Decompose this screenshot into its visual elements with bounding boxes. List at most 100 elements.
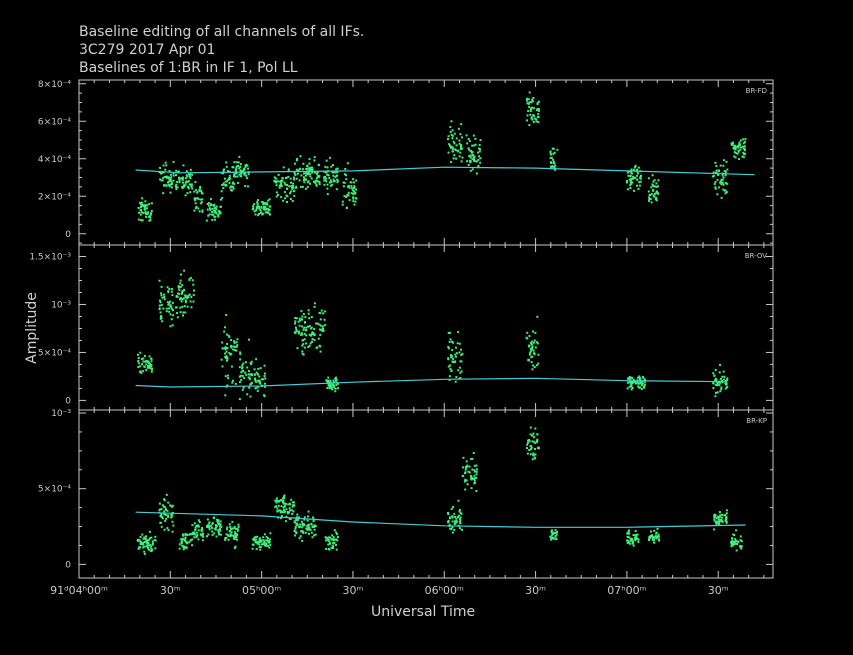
data-point <box>722 188 725 191</box>
data-point <box>313 339 316 342</box>
data-point <box>303 326 306 329</box>
data-point <box>249 362 252 365</box>
data-point <box>451 515 454 518</box>
data-point <box>451 526 454 529</box>
data-point <box>199 190 202 193</box>
data-point <box>164 161 167 164</box>
data-point <box>332 379 335 382</box>
data-point <box>196 190 199 193</box>
data-point <box>733 543 736 546</box>
data-point <box>319 318 322 321</box>
data-point <box>170 186 173 189</box>
data-point <box>455 149 458 152</box>
data-point <box>333 538 336 541</box>
data-point <box>342 185 345 188</box>
data-point <box>731 540 734 543</box>
data-point <box>629 538 632 541</box>
data-point <box>254 535 257 538</box>
data-point <box>626 535 629 538</box>
data-point <box>468 471 471 474</box>
data-point <box>329 179 332 182</box>
data-point <box>258 207 261 210</box>
data-point <box>145 542 148 545</box>
data-point <box>478 155 481 158</box>
data-point <box>309 173 312 176</box>
data-point <box>302 531 305 534</box>
data-point <box>247 173 250 176</box>
data-point <box>537 446 540 449</box>
data-point <box>537 113 540 116</box>
data-point <box>549 535 552 538</box>
data-point <box>554 168 557 171</box>
data-point <box>225 161 228 164</box>
data-point <box>186 175 189 178</box>
data-point <box>322 325 325 328</box>
data-point <box>165 310 168 313</box>
data-point <box>283 181 286 184</box>
x-tick-label: 30ᵐ <box>708 584 729 597</box>
data-point <box>344 174 347 177</box>
data-point <box>167 515 170 518</box>
panel-frame <box>78 409 774 579</box>
data-point <box>225 355 228 358</box>
data-point <box>720 388 723 391</box>
data-point <box>190 296 193 299</box>
data-point <box>218 533 221 536</box>
data-point <box>259 367 262 370</box>
data-point <box>534 442 537 445</box>
data-point <box>302 328 305 331</box>
data-point <box>230 339 233 342</box>
data-point <box>530 343 533 346</box>
data-point <box>719 390 722 393</box>
data-point <box>144 205 147 208</box>
data-point <box>537 353 540 356</box>
data-point <box>200 189 203 192</box>
data-point <box>264 203 267 206</box>
data-point <box>258 543 261 546</box>
data-point <box>211 530 214 533</box>
data-point <box>316 180 319 183</box>
data-point <box>305 167 308 170</box>
data-point <box>328 540 331 543</box>
data-point <box>141 197 144 200</box>
data-point <box>184 177 187 180</box>
data-point <box>233 527 236 530</box>
data-point <box>174 185 177 188</box>
data-point <box>533 436 536 439</box>
data-point <box>450 370 453 373</box>
data-point <box>335 188 338 191</box>
data-point <box>724 174 727 177</box>
data-point <box>551 165 554 168</box>
data-point <box>530 347 533 350</box>
data-point <box>234 536 237 539</box>
data-point <box>166 181 169 184</box>
data-point <box>636 533 639 536</box>
data-point <box>554 529 557 532</box>
data-point <box>302 523 305 526</box>
data-point <box>720 183 723 186</box>
y-tick-label: 1.5×10⁻³ <box>29 253 71 263</box>
data-point <box>216 520 219 523</box>
data-point <box>293 529 296 532</box>
data-point <box>222 168 225 171</box>
data-point <box>236 529 239 532</box>
data-point <box>163 175 166 178</box>
y-axis-label: Amplitude <box>24 292 40 364</box>
data-point <box>531 100 534 103</box>
data-point <box>534 346 537 349</box>
data-point <box>451 360 454 363</box>
data-point <box>150 209 153 212</box>
data-point <box>179 306 182 309</box>
data-point <box>194 181 197 184</box>
data-point <box>466 483 469 486</box>
data-point <box>266 539 269 542</box>
data-point <box>301 168 304 171</box>
data-point <box>275 505 278 508</box>
data-point <box>137 360 140 363</box>
data-point <box>330 386 333 389</box>
data-point <box>244 164 247 167</box>
data-point <box>459 522 462 525</box>
data-point <box>454 515 457 518</box>
data-point <box>355 197 358 200</box>
data-point <box>626 539 629 542</box>
